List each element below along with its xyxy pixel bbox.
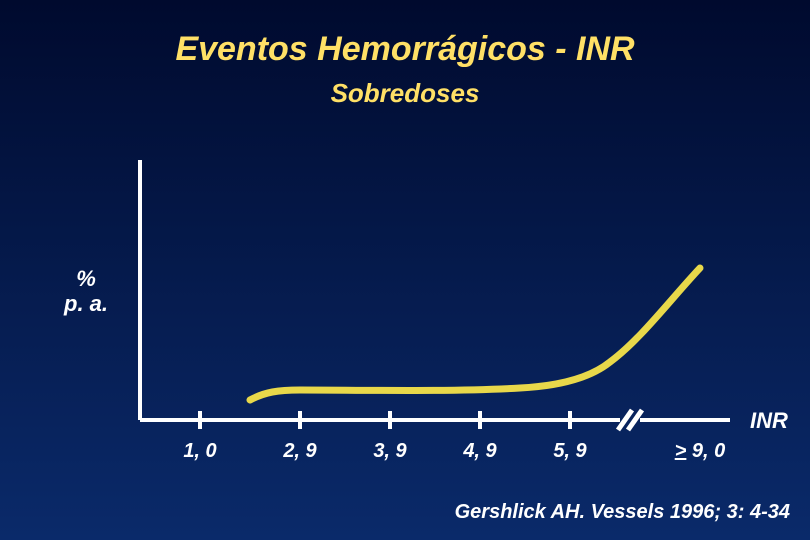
slide-root: Eventos Hemorrágicos - INR Sobredoses % … <box>0 0 810 540</box>
x-tick-label: 2, 9 <box>270 440 330 463</box>
axes <box>140 160 730 420</box>
x-tick-label: 3, 9 <box>360 440 420 463</box>
axis-break <box>618 410 642 430</box>
citation-text: Gershlick AH. Vessels 1996; 3: 4-34 <box>455 501 790 524</box>
data-curve <box>250 268 700 400</box>
x-tick-label: 1, 0 <box>170 440 230 463</box>
x-tick-label: 4, 9 <box>450 440 510 463</box>
x-tick-label: 5, 9 <box>540 440 600 463</box>
x-tick-label: > 9, 0 <box>670 440 730 463</box>
x-axis-end-label: INR <box>750 408 788 434</box>
